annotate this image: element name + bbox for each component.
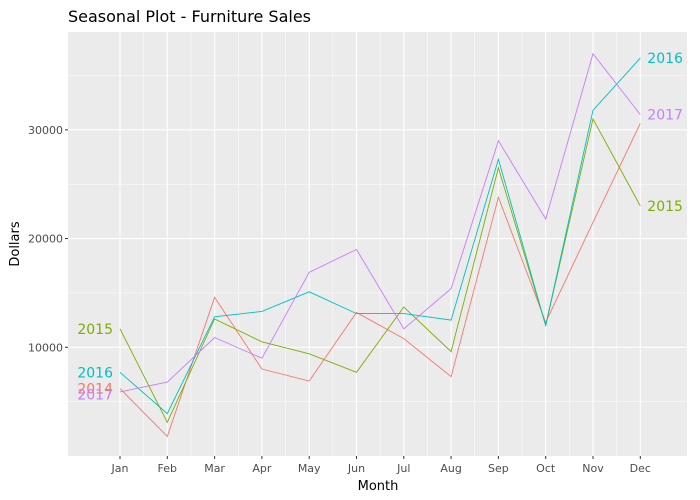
- chart-title: Seasonal Plot - Furniture Sales: [68, 7, 311, 26]
- y-tick-label: 20000: [28, 233, 63, 246]
- x-tick-label: Jul: [396, 462, 410, 475]
- x-tick-label: Aug: [440, 462, 461, 475]
- series-label-2014-start: 2014: [77, 382, 113, 398]
- y-tick-label: 30000: [28, 124, 63, 137]
- x-tick-label: Apr: [252, 462, 272, 475]
- x-tick-label: Sep: [488, 462, 509, 475]
- series-label-2015-end: 2015: [647, 199, 683, 215]
- series-line-2014: [119, 123, 641, 438]
- x-tick-label: Mar: [204, 462, 225, 475]
- series-lines: [119, 52, 641, 438]
- plot-panel: [68, 32, 687, 456]
- x-tick-label: Oct: [536, 462, 556, 475]
- grid-lines: [68, 32, 687, 456]
- y-tick-label: 10000: [28, 341, 63, 354]
- x-tick-label: May: [298, 462, 321, 475]
- x-axis-title: Month: [358, 479, 399, 494]
- series-label-2015-start: 2015: [77, 322, 113, 338]
- y-axis-title: Dollars: [8, 221, 23, 266]
- x-tick-label: Jun: [347, 462, 365, 475]
- x-tick-label: Jan: [111, 462, 129, 475]
- series-line-2016: [119, 57, 641, 415]
- series-label-2016-start: 2016: [77, 365, 113, 381]
- series-label-2016-end: 2016: [647, 51, 683, 67]
- x-tick-label: Nov: [582, 462, 604, 475]
- series-line-2017: [119, 52, 641, 393]
- series-label-2017-end: 2017: [647, 108, 683, 124]
- x-tick-label: Feb: [158, 462, 177, 475]
- axes: 10000 20000 30000 Jan Feb Mar Apr May Jun Jul Aug S…: [28, 124, 651, 475]
- series-label-2017-start: 2017: [77, 388, 113, 404]
- x-tick-label: Dec: [630, 462, 651, 475]
